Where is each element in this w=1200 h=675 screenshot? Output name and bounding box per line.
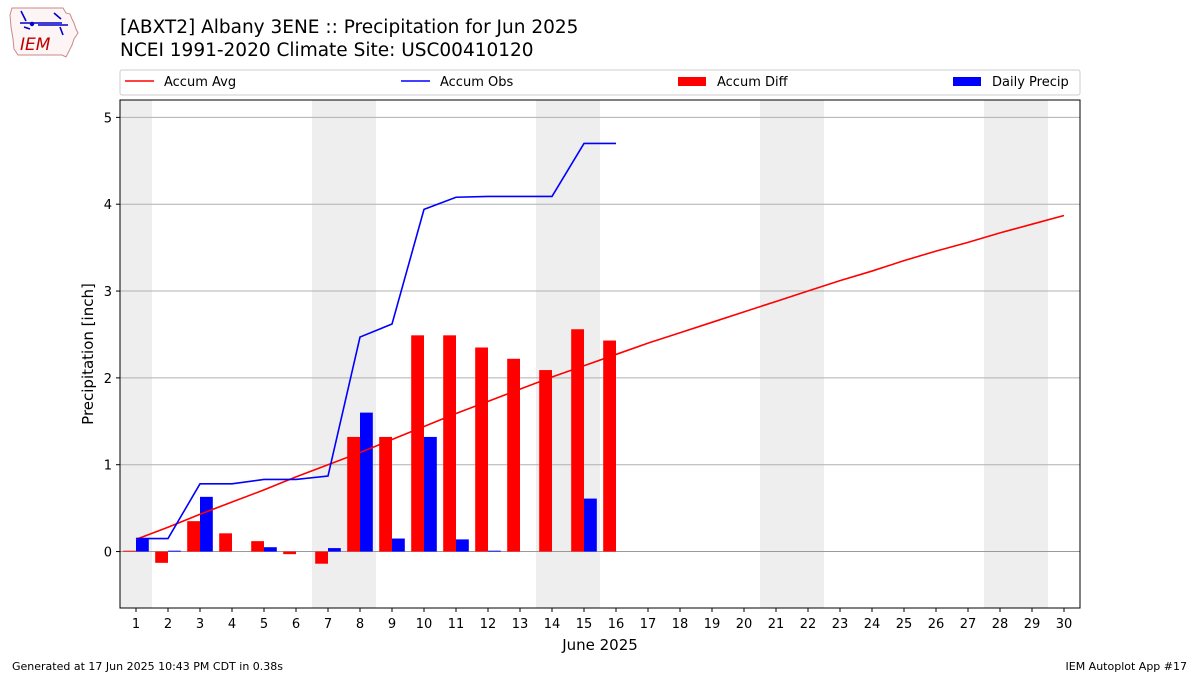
x-tick-label-2: 2	[164, 617, 172, 632]
bars	[123, 329, 616, 564]
x-tick-label-17: 17	[640, 617, 657, 632]
x-tick-label-29: 29	[1024, 617, 1041, 632]
legend-label-3: Daily Precip	[992, 75, 1069, 90]
accum-diff-bar-16	[603, 340, 616, 552]
x-tick-label-21: 21	[768, 617, 785, 632]
x-tick-label-23: 23	[832, 617, 849, 632]
legend-box	[119, 69, 1081, 96]
y-axis-label: Precipitation [inch]	[79, 283, 97, 425]
daily-precip-bar-11	[456, 539, 469, 552]
iem-logo: IEM	[9, 7, 79, 58]
x-tick-label-13: 13	[512, 617, 529, 632]
daily-precip-bar-8	[360, 412, 373, 552]
daily-precip-bar-9	[392, 538, 405, 552]
accum-diff-bar-5	[251, 541, 264, 552]
weekend-band-0	[120, 100, 152, 608]
daily-precip-bar-3	[200, 496, 213, 552]
accum-diff-bar-13	[507, 358, 520, 552]
lines	[135, 142, 1065, 541]
x-tick-label-11: 11	[448, 617, 465, 632]
legend-label-2: Accum Diff	[717, 75, 789, 90]
y-tick-label-3: 3	[104, 285, 112, 300]
y-axis-ticks: 0 1 2 3 4 5	[104, 111, 120, 561]
app-credit: IEM Autoplot App #17	[1065, 660, 1188, 673]
daily-precip-bar-12	[488, 550, 501, 552]
chart-subtitle: NCEI 1991-2020 Climate Site: USC00410120	[120, 40, 534, 61]
x-tick-label-27: 27	[960, 617, 977, 632]
accum-diff-bar-9	[379, 436, 392, 552]
y-tick-label-1: 1	[104, 459, 112, 474]
x-tick-label-6: 6	[292, 617, 300, 632]
plot-frame	[119, 99, 1081, 609]
daily-precip-bar-10	[424, 436, 437, 552]
accum-diff-bar-11	[443, 335, 456, 552]
weekend-band-3	[760, 100, 824, 608]
x-tick-label-3: 3	[196, 617, 204, 632]
accum-diff-bar-1	[123, 550, 136, 552]
daily-precip-bar-15	[584, 498, 597, 552]
x-tick-label-8: 8	[356, 617, 364, 632]
legend-item-0: Accum Avg	[125, 75, 236, 90]
weekend-shading	[120, 100, 1048, 608]
y-tick-label-0: 0	[104, 546, 112, 561]
weekend-band-4	[984, 100, 1048, 608]
legend-swatch-2	[678, 77, 706, 86]
y-tick-label-2: 2	[104, 372, 112, 387]
x-tick-label-25: 25	[896, 617, 913, 632]
legend-item-1: Accum Obs	[401, 75, 513, 90]
x-tick-label-10: 10	[416, 617, 433, 632]
accum-diff-bar-10	[411, 335, 424, 552]
legend-swatch-3	[953, 77, 981, 86]
generated-timestamp: Generated at 17 Jun 2025 10:43 PM CDT in…	[12, 660, 284, 673]
accum-diff-bar-8	[347, 436, 360, 552]
x-axis-ticks: 1 2 3 4 5 6 7 8 9 10 11 12 13 14 15 16 17 18 19 20 21 22 23 24 2…	[132, 608, 1072, 632]
x-tick-label-16: 16	[608, 617, 625, 632]
daily-precip-bar-1	[136, 538, 149, 552]
legend-label-0: Accum Avg	[164, 75, 236, 90]
x-tick-label-12: 12	[480, 617, 497, 632]
x-tick-label-4: 4	[228, 617, 236, 632]
accum-obs-line	[136, 142, 616, 540]
x-axis-label: June 2025	[561, 636, 638, 654]
legend-item-2: Accum Diff	[678, 75, 789, 90]
x-tick-label-1: 1	[132, 617, 140, 632]
x-tick-label-24: 24	[864, 617, 881, 632]
x-tick-label-14: 14	[544, 617, 561, 632]
x-tick-label-26: 26	[928, 617, 945, 632]
daily-precip-bar-7	[328, 548, 341, 552]
legend-label-1: Accum Obs	[440, 75, 513, 90]
iem-logo-text: IEM	[20, 35, 51, 55]
accum-diff-bar-2	[155, 551, 168, 563]
x-tick-label-7: 7	[324, 617, 332, 632]
x-tick-label-5: 5	[260, 617, 268, 632]
x-tick-label-20: 20	[736, 617, 753, 632]
x-tick-label-18: 18	[672, 617, 689, 632]
chart-title: [ABXT2] Albany 3ENE :: Precipitation for…	[120, 17, 579, 38]
grid-lines	[120, 116, 1080, 466]
daily-precip-bar-5	[264, 547, 277, 552]
x-tick-label-28: 28	[992, 617, 1009, 632]
x-tick-label-30: 30	[1056, 617, 1073, 632]
y-tick-label-4: 4	[104, 198, 112, 213]
accum-diff-bar-7	[315, 551, 328, 564]
accum-diff-bar-6	[283, 551, 296, 555]
x-tick-label-15: 15	[576, 617, 593, 632]
x-tick-label-19: 19	[704, 617, 721, 632]
accum-diff-bar-3	[187, 521, 200, 552]
accum-diff-bar-4	[219, 533, 232, 552]
legend-item-3: Daily Precip	[953, 75, 1069, 90]
accum-diff-bar-14	[539, 370, 552, 552]
x-tick-label-9: 9	[388, 617, 396, 632]
daily-precip-bar-2	[168, 550, 181, 552]
legend: Accum Avg Accum Obs Accum Diff Daily Precip	[119, 69, 1081, 96]
y-tick-label-5: 5	[104, 111, 112, 126]
x-tick-label-22: 22	[800, 617, 817, 632]
accum-diff-bar-12	[475, 347, 488, 552]
accum-diff-bar-15	[571, 329, 584, 552]
